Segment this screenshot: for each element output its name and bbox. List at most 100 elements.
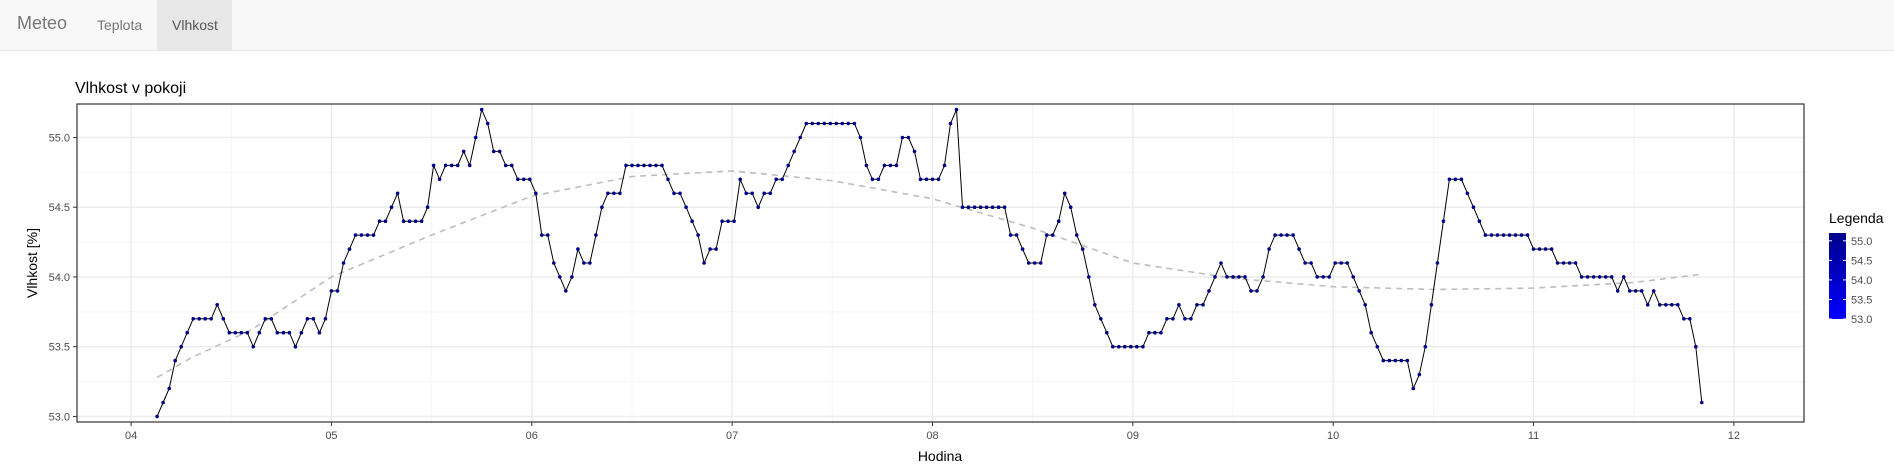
data-point	[419, 219, 424, 223]
data-point	[1261, 275, 1265, 279]
data-point	[1093, 303, 1097, 307]
data-point	[425, 205, 430, 209]
data-point	[179, 344, 183, 349]
data-point	[1026, 261, 1031, 265]
data-point	[876, 177, 881, 182]
data-point	[744, 191, 748, 196]
data-point	[215, 303, 219, 307]
data-point	[1225, 275, 1229, 279]
data-point	[630, 163, 634, 168]
data-point	[1363, 303, 1367, 307]
data-point	[1315, 275, 1319, 279]
data-point	[516, 177, 520, 182]
data-point	[1333, 261, 1337, 265]
data-point	[738, 177, 742, 182]
smooth-trend-line	[156, 170, 1702, 379]
data-point	[233, 330, 238, 335]
data-point	[942, 163, 947, 168]
data-point	[1645, 303, 1650, 307]
y-tick-label: 54.5	[49, 202, 70, 214]
data-point	[510, 163, 514, 168]
data-point	[684, 205, 688, 209]
data-point	[1303, 261, 1307, 265]
data-point	[305, 317, 310, 321]
y-tick-label: 53.0	[49, 411, 70, 423]
x-tick-label: 11	[1528, 430, 1539, 442]
data-point	[185, 330, 189, 335]
data-point	[954, 107, 959, 112]
data-point	[984, 205, 989, 209]
data-point	[636, 163, 640, 168]
data-point	[1700, 400, 1704, 405]
y-tick-label: 55.0	[49, 132, 70, 144]
data-point	[540, 233, 544, 237]
data-point	[936, 177, 941, 182]
data-point	[1513, 233, 1518, 237]
navbar: Meteo Teplota Vlhkost	[0, 0, 1894, 51]
data-point	[1321, 275, 1325, 279]
data-point	[654, 163, 658, 168]
data-point	[1393, 358, 1398, 363]
data-point	[209, 317, 213, 321]
legend-colorbar	[1829, 233, 1846, 319]
data-point	[930, 177, 935, 182]
data-point	[1435, 261, 1440, 265]
data-point	[503, 163, 508, 168]
data-point	[870, 177, 875, 182]
data-point	[810, 121, 815, 126]
brand-link[interactable]: Meteo	[17, 13, 68, 33]
grid-lines	[77, 104, 1804, 422]
data-point	[1591, 275, 1596, 279]
tab-teplota[interactable]: Teplota	[97, 17, 143, 33]
data-point	[1627, 289, 1632, 293]
data-point	[1105, 330, 1109, 335]
data-point	[221, 317, 226, 321]
data-point	[534, 191, 538, 196]
data-point	[1062, 191, 1067, 196]
data-point	[1694, 344, 1698, 349]
data-point	[1441, 219, 1446, 223]
data-point	[353, 233, 358, 237]
data-point	[732, 219, 736, 223]
data-point	[1555, 261, 1560, 265]
data-point	[948, 121, 953, 126]
data-point	[1309, 261, 1313, 265]
data-point	[624, 163, 628, 168]
data-point	[1411, 386, 1416, 391]
data-point	[1489, 233, 1494, 237]
data-point	[227, 330, 232, 335]
x-tick-label: 08	[926, 430, 938, 442]
data-point	[558, 275, 562, 279]
x-tick-label: 04	[125, 430, 137, 442]
data-point	[1423, 344, 1428, 349]
data-point	[1471, 205, 1476, 209]
data-point	[1327, 275, 1331, 279]
data-point	[1183, 317, 1187, 321]
data-point	[1609, 275, 1614, 279]
tab-vlhkost[interactable]: Vlhkost	[157, 0, 232, 50]
chart-title: Vlhkost v pokoji	[75, 80, 186, 97]
x-tick-label: 12	[1728, 430, 1740, 442]
data-point	[161, 400, 165, 405]
data-point	[1135, 344, 1139, 349]
data-point	[1477, 219, 1482, 223]
data-point	[239, 330, 244, 335]
data-point	[251, 344, 256, 349]
data-point	[275, 330, 280, 335]
data-point	[894, 163, 899, 168]
data-point	[491, 149, 496, 154]
data-point	[1351, 275, 1355, 279]
x-tick-label: 09	[1127, 430, 1139, 442]
data-point	[1621, 275, 1626, 279]
y-axis-ticks: 53.0 53.5 54.0 54.5 55.0	[49, 132, 77, 423]
data-point	[996, 205, 1001, 209]
humidity-chart: Vlhkost v pokoji 04 05 06 07 08 09 10 11 12 53.0…	[24, 80, 1884, 464]
data-point	[347, 247, 352, 251]
data-point	[756, 205, 760, 209]
data-point	[299, 330, 304, 335]
data-point	[167, 386, 171, 391]
data-point	[786, 163, 790, 168]
data-point	[263, 317, 268, 321]
data-point	[1375, 344, 1380, 349]
data-point	[437, 177, 442, 182]
